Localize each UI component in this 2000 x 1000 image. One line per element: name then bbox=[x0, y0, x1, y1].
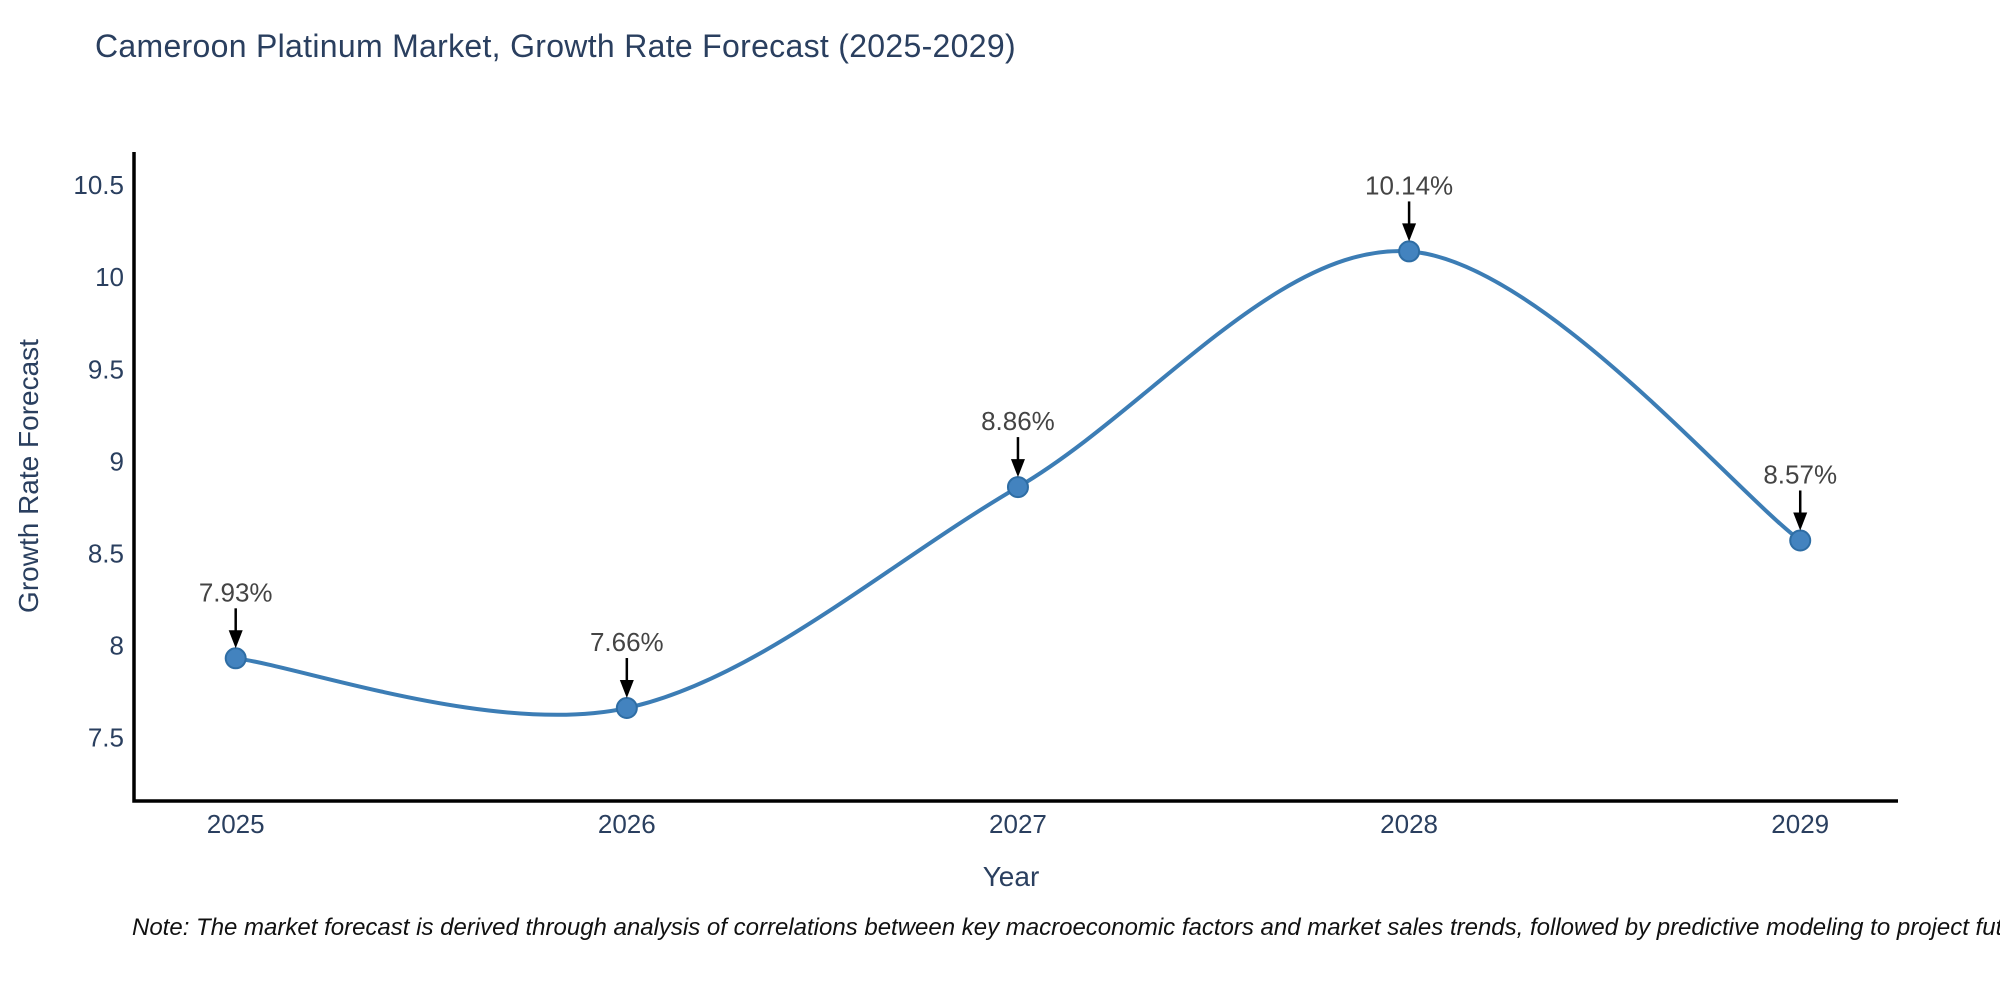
axis-spines bbox=[132, 152, 1898, 803]
y-tick-label: 10.5 bbox=[73, 170, 124, 200]
annotation-arrowhead bbox=[1793, 512, 1808, 531]
data-point-marker bbox=[1398, 240, 1421, 263]
annotation-arrowhead bbox=[1402, 223, 1417, 242]
annotation-label: 8.57% bbox=[1763, 459, 1837, 489]
x-tick-label: 2027 bbox=[989, 809, 1047, 839]
footnote: Note: The market forecast is derived thr… bbox=[132, 914, 2000, 941]
y-tick-label: 9 bbox=[110, 446, 124, 476]
y-tick-label: 10 bbox=[95, 262, 124, 292]
annotation-label: 7.66% bbox=[590, 627, 664, 657]
x-tick-label: 2026 bbox=[598, 809, 656, 839]
x-tick-label: 2029 bbox=[1771, 809, 1829, 839]
x-axis-label: Year bbox=[982, 861, 1040, 892]
chart-title: Cameroon Platinum Market, Growth Rate Fo… bbox=[95, 28, 1016, 64]
annotation-label: 10.14% bbox=[1365, 170, 1453, 200]
data-point-marker bbox=[615, 697, 638, 720]
annotation-label: 7.93% bbox=[199, 577, 273, 607]
data-point-marker bbox=[1789, 529, 1812, 552]
annotation-arrowhead bbox=[1010, 459, 1025, 478]
x-tick-label: 2025 bbox=[207, 809, 265, 839]
annotation-arrowhead bbox=[619, 680, 634, 699]
data-point-marker bbox=[1006, 476, 1029, 499]
y-tick-label: 8.5 bbox=[88, 538, 124, 568]
y-tick-label: 7.5 bbox=[88, 722, 124, 752]
annotation-label: 8.86% bbox=[981, 406, 1055, 436]
data-point-marker bbox=[224, 647, 247, 670]
y-tick-label: 8 bbox=[110, 630, 124, 660]
annotation-arrowhead bbox=[228, 630, 243, 649]
x-tick-label: 2028 bbox=[1380, 809, 1438, 839]
y-tick-label: 9.5 bbox=[88, 354, 124, 384]
